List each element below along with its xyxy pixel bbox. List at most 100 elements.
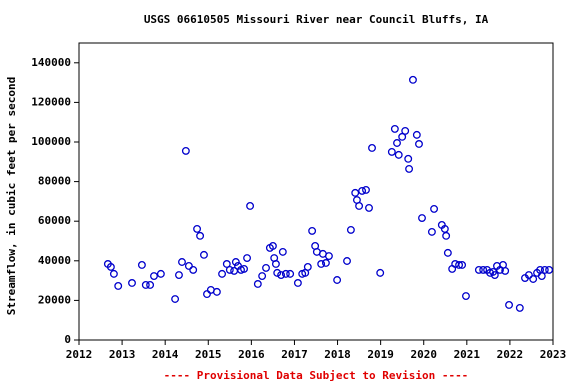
x-tick-label: 2023 (540, 348, 567, 361)
data-point (212, 287, 221, 296)
chart-title: USGS 06610505 Missouri River near Counci… (144, 13, 489, 26)
data-point (240, 264, 248, 273)
data-point (404, 154, 413, 163)
data-point (515, 303, 524, 312)
x-tick-label: 2020 (410, 348, 437, 361)
data-point (415, 140, 423, 148)
data-point (317, 260, 326, 268)
data-point (277, 271, 286, 280)
x-tick-label: 2016 (238, 348, 265, 361)
data-point (200, 250, 208, 259)
data-point (355, 202, 364, 210)
data-point (156, 269, 165, 278)
data-point (455, 261, 464, 269)
data-point (540, 265, 549, 274)
data-point (479, 265, 488, 274)
data-point (418, 214, 426, 222)
data-point (184, 261, 193, 270)
footnote: ---- Provisional Data Subject to Revisio… (164, 369, 469, 382)
data-point (293, 279, 302, 287)
data-point (109, 269, 118, 278)
data-point (171, 295, 180, 303)
data-point (458, 261, 467, 269)
data-point (321, 259, 330, 267)
data-point (505, 301, 513, 309)
data-point (376, 268, 385, 277)
data-point (524, 271, 533, 280)
data-point (412, 130, 421, 139)
data-point (529, 275, 538, 283)
data-point (271, 260, 280, 268)
data-point (343, 257, 351, 265)
x-tick-label: 2015 (195, 348, 222, 361)
plot-frame (78, 42, 554, 341)
data-point (273, 268, 282, 277)
x-tick-label: 2019 (367, 348, 394, 361)
data-point (137, 261, 146, 269)
data-point (390, 124, 399, 133)
data-point (281, 269, 290, 278)
data-point (368, 143, 376, 152)
x-tick-label: 2014 (152, 348, 179, 361)
data-point (222, 260, 231, 268)
data-point (278, 247, 287, 256)
data-point (405, 164, 414, 173)
data-point (362, 185, 370, 194)
data-point (398, 132, 407, 141)
data-point (443, 248, 452, 257)
data-point (462, 292, 470, 300)
data-point (189, 265, 198, 274)
data-point (490, 271, 499, 280)
data-point (308, 226, 317, 235)
data-point (150, 272, 158, 280)
data-point (218, 269, 227, 278)
data-point (141, 281, 150, 289)
data-point (175, 271, 183, 280)
x-tick-label: 2013 (109, 348, 136, 361)
data-point (196, 231, 205, 240)
y-tick-label: 100000 (31, 135, 71, 148)
x-tick-label: 2012 (66, 348, 93, 361)
data-point (401, 126, 410, 135)
data-point (146, 281, 155, 289)
data-point (351, 188, 360, 197)
data-point (178, 258, 186, 266)
data-point (203, 290, 211, 299)
y-axis-label: Streamflow, in cubic feet per second (5, 77, 18, 315)
y-tick-label: 20000 (38, 293, 71, 306)
x-tick-label: 2021 (454, 348, 481, 361)
data-point (181, 146, 190, 155)
data-point (128, 279, 136, 287)
y-tick-label: 40000 (38, 254, 71, 267)
x-tick-label: 2017 (281, 348, 308, 361)
x-tick-label: 2022 (497, 348, 524, 361)
data-point (545, 265, 554, 274)
data-point (387, 147, 396, 156)
data-point (286, 269, 295, 278)
data-point (106, 262, 115, 271)
data-point (262, 263, 270, 272)
data-point (537, 272, 546, 280)
data-point (430, 204, 439, 213)
data-point (114, 281, 123, 290)
data-point (427, 227, 436, 236)
data-point (225, 265, 234, 274)
y-tick-label: 80000 (38, 175, 71, 188)
data-point (365, 203, 373, 212)
y-tick-label: 60000 (38, 214, 71, 227)
x-tick-label: 2018 (324, 348, 351, 361)
data-point (394, 150, 403, 159)
data-point (231, 258, 240, 266)
data-point (268, 241, 277, 250)
data-point (442, 231, 451, 240)
data-point (409, 75, 417, 84)
data-point (358, 186, 367, 195)
y-tick-label: 120000 (31, 95, 71, 108)
data-point (303, 262, 312, 271)
y-tick-label: 140000 (31, 56, 71, 69)
data-point (324, 252, 333, 260)
data-point (253, 280, 262, 288)
data-point (193, 224, 202, 233)
